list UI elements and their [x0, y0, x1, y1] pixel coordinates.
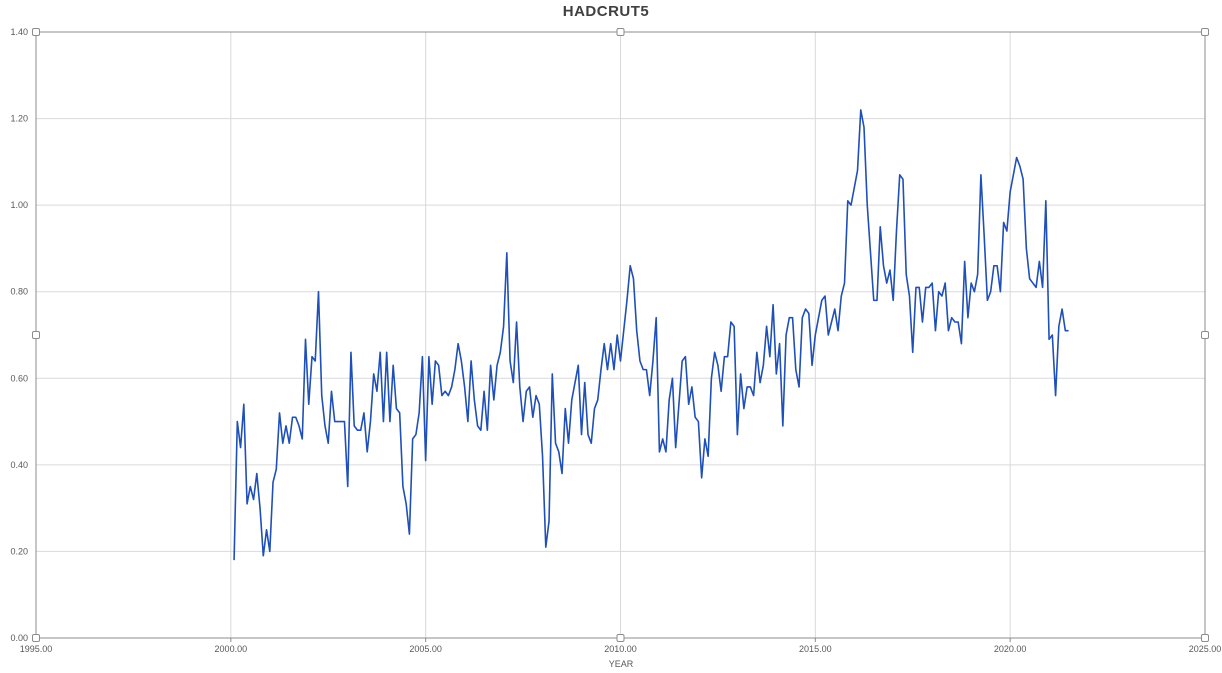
x-axis-title: YEAR: [609, 659, 634, 669]
x-tick-label: 2010.00: [604, 644, 637, 654]
y-tick-label: 0.40: [10, 460, 28, 470]
resize-handle[interactable]: [617, 635, 624, 642]
x-tick-label: 2000.00: [215, 644, 248, 654]
resize-handle[interactable]: [33, 635, 40, 642]
y-axis-tick-labels: 0.00 0.20 0.40 0.60 0.80 1.00 1.20 1.40: [10, 27, 28, 643]
y-tick-label: 1.20: [10, 114, 28, 124]
y-tick-label: 0.00: [10, 633, 28, 643]
x-tick-label: 2015.00: [799, 644, 832, 654]
resize-handle[interactable]: [617, 29, 624, 36]
x-tick-label: 2020.00: [994, 644, 1027, 654]
y-tick-label: 1.00: [10, 200, 28, 210]
resize-handle[interactable]: [1202, 635, 1209, 642]
resize-handle[interactable]: [1202, 29, 1209, 36]
x-tick-label: 2005.00: [409, 644, 442, 654]
x-tick-label: 1995.00: [20, 644, 53, 654]
gridlines: [36, 32, 1205, 642]
y-tick-label: 0.60: [10, 373, 28, 383]
y-tick-label: 0.20: [10, 546, 28, 556]
y-tick-label: 0.80: [10, 287, 28, 297]
x-axis-tick-labels: 1995.00 2000.00 2005.00 2010.00 2015.00 2020.…: [20, 644, 1222, 654]
chart-title: HADCRUT5: [563, 3, 650, 20]
series-line-0: [234, 110, 1068, 560]
resize-handle[interactable]: [33, 332, 40, 339]
series-group: [234, 110, 1068, 560]
x-tick-label: 2025.00: [1189, 644, 1222, 654]
resize-handle[interactable]: [1202, 332, 1209, 339]
y-tick-label: 1.40: [10, 27, 28, 37]
resize-handle[interactable]: [33, 29, 40, 36]
